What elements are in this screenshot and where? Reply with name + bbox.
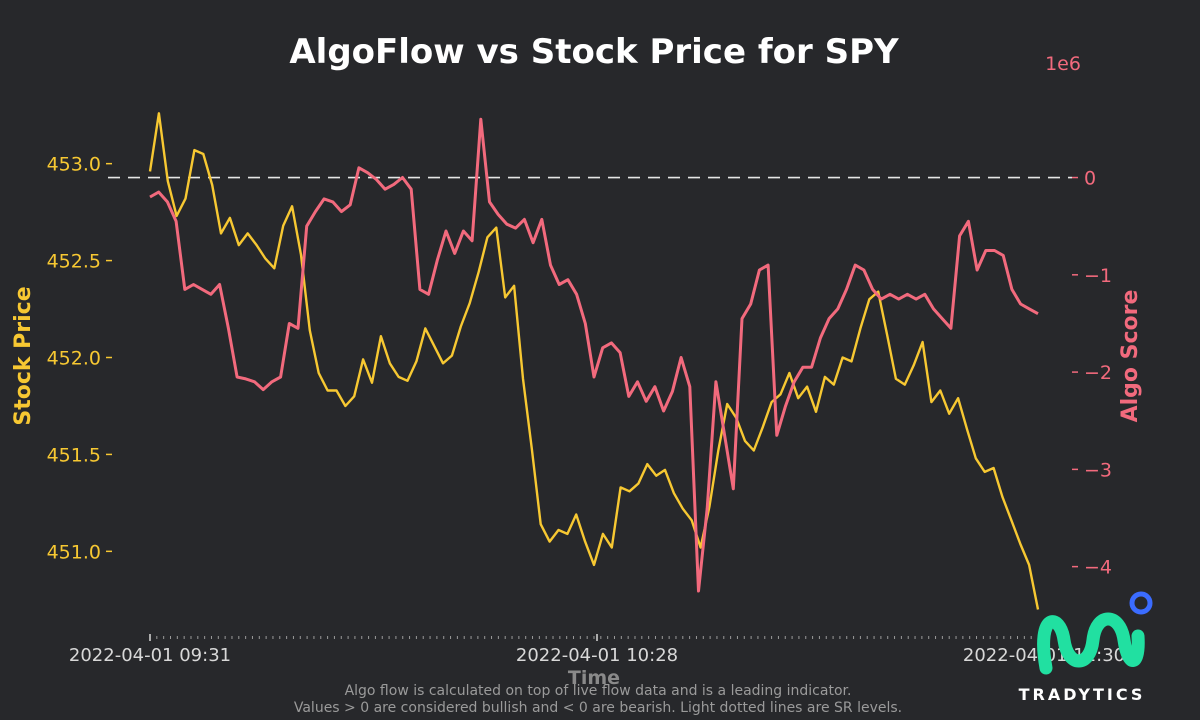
left-tick-label: 453.0 xyxy=(47,154,101,176)
right-tick-label: 0 xyxy=(1084,168,1096,190)
chart-title: AlgoFlow vs Stock Price for SPY xyxy=(289,32,899,72)
x-tick-label: 2022-04-01 10:28 xyxy=(516,645,678,666)
y-axis-label-left: Stock Price xyxy=(11,286,36,425)
right-tick-label: −2 xyxy=(1084,362,1112,384)
tradytics-logo-mark xyxy=(1037,612,1145,675)
x-axis-label: Time xyxy=(568,667,620,689)
left-tick-label: 452.5 xyxy=(47,251,101,273)
left-tick-label: 452.0 xyxy=(47,348,101,370)
left-tick-label: 451.5 xyxy=(47,444,101,466)
footnote-line-2: Values > 0 are considered bullish and < … xyxy=(294,700,902,716)
right-axis-multiplier: 1e6 xyxy=(1045,53,1081,75)
right-tick-label: −3 xyxy=(1084,459,1112,481)
tradytics-logo-dot xyxy=(1129,591,1153,615)
brand-name: TRADYTICS xyxy=(1019,685,1146,704)
right-axis-ticks: −4 −3 −2 −1 0 xyxy=(1072,168,1112,579)
right-tick-label: −4 xyxy=(1084,557,1112,579)
left-tick-label: 451.0 xyxy=(47,541,101,563)
x-tick-label: 2022-04-01 09:31 xyxy=(69,645,231,666)
algo-score-line xyxy=(149,117,1039,593)
y-axis-label-right: Algo Score xyxy=(1118,290,1143,423)
footnote-line-1: Algo flow is calculated on top of live f… xyxy=(345,683,852,699)
right-tick-label: −1 xyxy=(1084,265,1112,287)
x-axis-ticks: 2022-04-01 09:31 2022-04-01 10:28 2022-04-… xyxy=(69,634,1125,666)
tradytics-logo: TRADYTICS xyxy=(1019,591,1153,704)
left-axis-ticks: 451.0 451.5 452.0 452.5 453.0 xyxy=(47,154,112,563)
stock-price-line xyxy=(148,112,1040,610)
